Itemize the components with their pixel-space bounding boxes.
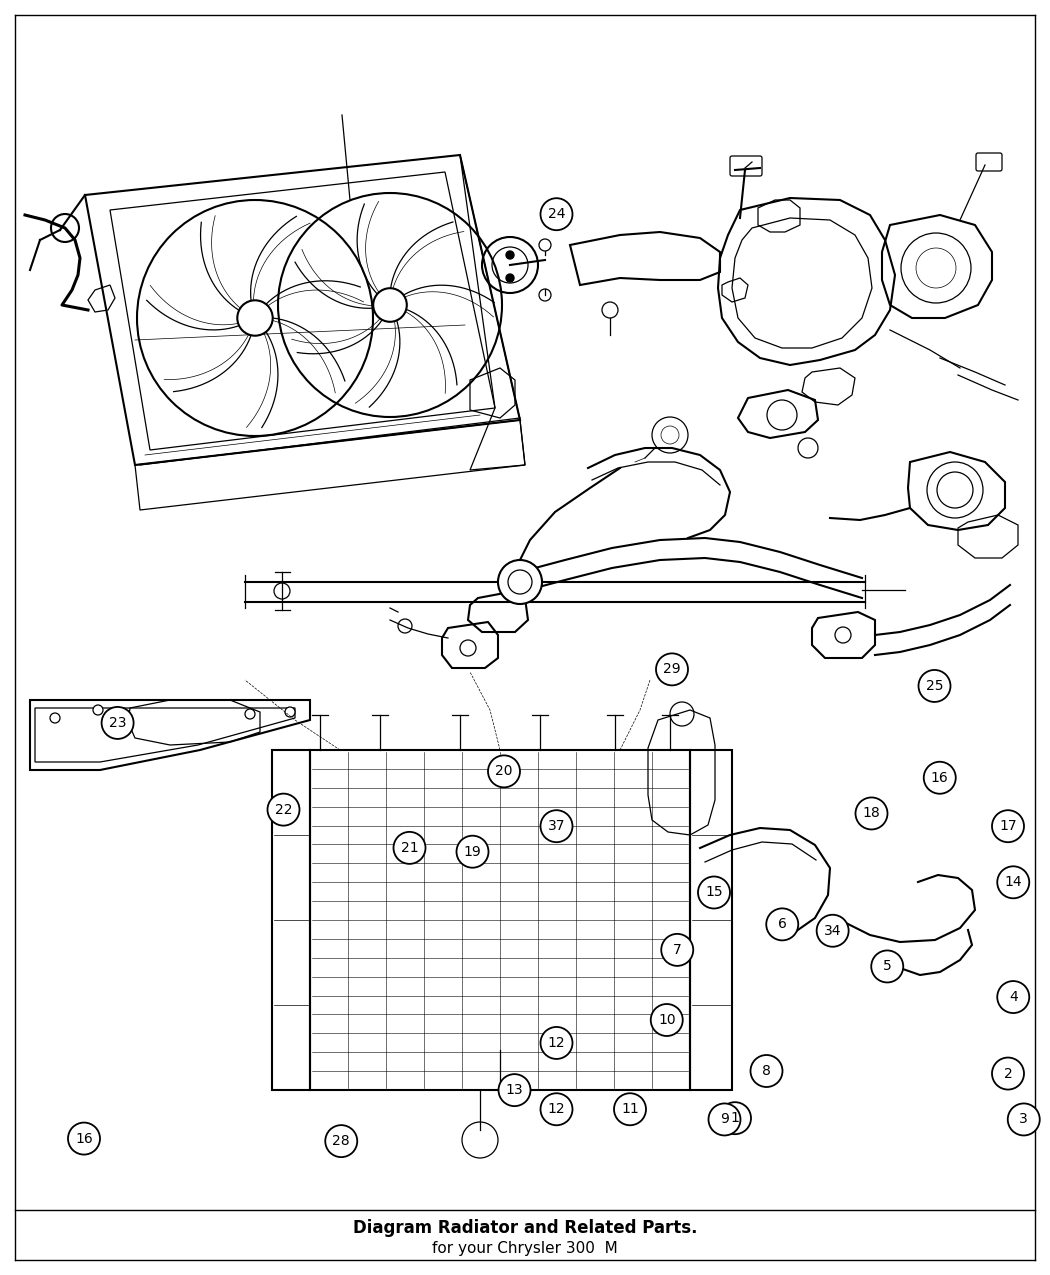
Text: 19: 19	[464, 845, 481, 858]
Circle shape	[817, 914, 848, 947]
Text: 12: 12	[548, 1037, 565, 1049]
Circle shape	[237, 301, 273, 335]
Circle shape	[394, 831, 425, 864]
Text: 17: 17	[1000, 820, 1016, 833]
Circle shape	[998, 980, 1029, 1014]
Text: 21: 21	[401, 842, 418, 854]
Circle shape	[506, 251, 514, 259]
Text: 7: 7	[673, 944, 681, 956]
Bar	[272, 750, 310, 1090]
Text: 25: 25	[926, 680, 943, 692]
Text: for your Chrysler 300  M: for your Chrysler 300 M	[433, 1241, 617, 1256]
Text: 6: 6	[778, 918, 786, 931]
Circle shape	[285, 708, 295, 717]
Text: 23: 23	[109, 717, 126, 729]
Text: 9: 9	[720, 1113, 729, 1126]
Bar	[690, 750, 732, 1090]
Circle shape	[919, 669, 950, 703]
Text: 14: 14	[1005, 876, 1022, 889]
Text: 10: 10	[658, 1014, 675, 1026]
Circle shape	[1008, 1103, 1040, 1136]
Circle shape	[766, 908, 798, 941]
Text: 15: 15	[706, 886, 722, 899]
Text: 13: 13	[506, 1084, 523, 1096]
Text: 16: 16	[931, 771, 948, 784]
Circle shape	[457, 835, 488, 868]
Text: 5: 5	[883, 960, 891, 973]
Circle shape	[499, 1074, 530, 1107]
Bar	[310, 750, 690, 1090]
Circle shape	[373, 288, 406, 321]
Circle shape	[539, 289, 551, 301]
Text: 3: 3	[1020, 1113, 1028, 1126]
Circle shape	[93, 705, 103, 715]
Text: 4: 4	[1009, 991, 1017, 1003]
Circle shape	[506, 274, 514, 282]
Circle shape	[268, 793, 299, 826]
Circle shape	[719, 1102, 751, 1135]
Circle shape	[751, 1054, 782, 1088]
Circle shape	[488, 755, 520, 788]
Text: 16: 16	[76, 1132, 92, 1145]
Circle shape	[614, 1093, 646, 1126]
Circle shape	[541, 1026, 572, 1060]
Circle shape	[872, 950, 903, 983]
Circle shape	[992, 810, 1024, 843]
Circle shape	[541, 198, 572, 231]
Circle shape	[539, 238, 551, 251]
Circle shape	[326, 1125, 357, 1158]
Circle shape	[274, 583, 290, 599]
Text: 20: 20	[496, 765, 512, 778]
Text: 11: 11	[622, 1103, 638, 1116]
Text: 37: 37	[548, 820, 565, 833]
Circle shape	[541, 1093, 572, 1126]
Text: Diagram Radiator and Related Parts.: Diagram Radiator and Related Parts.	[353, 1219, 697, 1237]
Circle shape	[924, 761, 956, 794]
Circle shape	[245, 709, 255, 719]
Text: 22: 22	[275, 803, 292, 816]
Circle shape	[602, 302, 618, 317]
Text: 1: 1	[731, 1112, 739, 1125]
Circle shape	[992, 1057, 1024, 1090]
Circle shape	[102, 706, 133, 739]
Text: 29: 29	[664, 663, 680, 676]
Circle shape	[498, 560, 542, 604]
Text: 18: 18	[863, 807, 880, 820]
Circle shape	[656, 653, 688, 686]
Circle shape	[662, 933, 693, 966]
Text: 2: 2	[1004, 1067, 1012, 1080]
Circle shape	[398, 618, 412, 632]
Text: 12: 12	[548, 1103, 565, 1116]
Circle shape	[998, 866, 1029, 899]
Text: 34: 34	[824, 924, 841, 937]
Circle shape	[709, 1103, 740, 1136]
Circle shape	[651, 1003, 682, 1037]
Circle shape	[68, 1122, 100, 1155]
Text: 28: 28	[333, 1135, 350, 1148]
Circle shape	[541, 810, 572, 843]
Circle shape	[856, 797, 887, 830]
Text: 24: 24	[548, 208, 565, 221]
Text: 8: 8	[762, 1065, 771, 1077]
Circle shape	[698, 876, 730, 909]
Circle shape	[50, 713, 60, 723]
